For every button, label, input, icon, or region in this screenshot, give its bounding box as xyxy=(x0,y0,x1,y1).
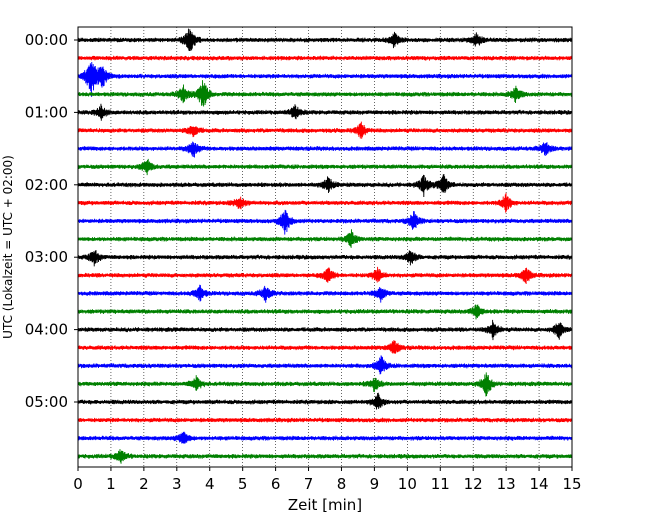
x-tick-label: 10 xyxy=(398,475,417,493)
trace-line-01:30 xyxy=(77,141,573,158)
y-tick-label: 04:00 xyxy=(25,321,68,339)
trace-line-03:00 xyxy=(77,250,573,267)
trace-line-04:15 xyxy=(77,340,573,354)
x-tick-label: 15 xyxy=(562,475,581,493)
trace-line-03:15 xyxy=(77,266,573,284)
trace-line-01:45 xyxy=(77,158,573,176)
x-tick-label: 6 xyxy=(271,475,281,493)
x-tick-label: 1 xyxy=(106,475,116,493)
trace-line-05:00 xyxy=(77,392,573,410)
y-tick-label: 00:00 xyxy=(25,31,68,49)
y-axis-label: UTC (Lokalzeit = UTC + 02:00) xyxy=(1,155,15,339)
trace-line-04:30 xyxy=(77,355,573,375)
trace-line-05:15 xyxy=(77,417,573,423)
seismic-traces xyxy=(77,28,573,464)
trace-line-04:00 xyxy=(77,319,573,341)
plot-frame xyxy=(77,26,573,468)
x-axis-label: Zeit [min] xyxy=(288,496,362,514)
trace-line-00:45 xyxy=(77,80,573,107)
x-tick-label: 11 xyxy=(431,475,450,493)
y-tick-label: 03:00 xyxy=(25,248,68,266)
grid-lines xyxy=(110,27,540,467)
x-tick-label: 9 xyxy=(370,475,380,493)
x-tick-label: 7 xyxy=(304,475,314,493)
y-tick-label: 02:00 xyxy=(25,176,68,194)
x-tick-label: 5 xyxy=(238,475,248,493)
x-tick-label: 12 xyxy=(464,475,483,493)
x-tick-label: 8 xyxy=(337,475,347,493)
trace-line-05:30 xyxy=(77,431,573,444)
trace-line-01:15 xyxy=(77,121,573,139)
trace-line-00:00 xyxy=(77,28,573,51)
x-tick-label: 13 xyxy=(497,475,516,493)
trace-line-02:15 xyxy=(77,192,573,213)
trace-line-02:30 xyxy=(77,209,573,235)
trace-line-03:45 xyxy=(77,304,573,320)
x-tick-label: 0 xyxy=(73,475,83,493)
trace-line-05:45 xyxy=(77,449,573,464)
trace-line-02:00 xyxy=(77,174,573,198)
trace-line-03:30 xyxy=(77,284,573,303)
trace-line-00:30 xyxy=(77,62,573,97)
x-tick-label: 4 xyxy=(205,475,215,493)
x-tick-label: 14 xyxy=(530,475,549,493)
x-tick-label: 2 xyxy=(139,475,149,493)
y-axis-ticks: 00:00 01:00 02:00 03:00 04:00 05:00 xyxy=(25,31,78,411)
trace-line-00:15 xyxy=(77,55,573,61)
y-tick-label: 01:00 xyxy=(25,103,68,121)
trace-line-01:00 xyxy=(77,103,573,121)
x-axis-ticks: 0 1 2 3 4 5 6 7 8 9 10 11 12 13 14 15 xyxy=(73,467,582,493)
x-tick-label: 3 xyxy=(172,475,182,493)
y-tick-label: 05:00 xyxy=(25,393,68,411)
trace-line-02:45 xyxy=(77,229,573,248)
trace-line-04:45 xyxy=(77,372,573,397)
